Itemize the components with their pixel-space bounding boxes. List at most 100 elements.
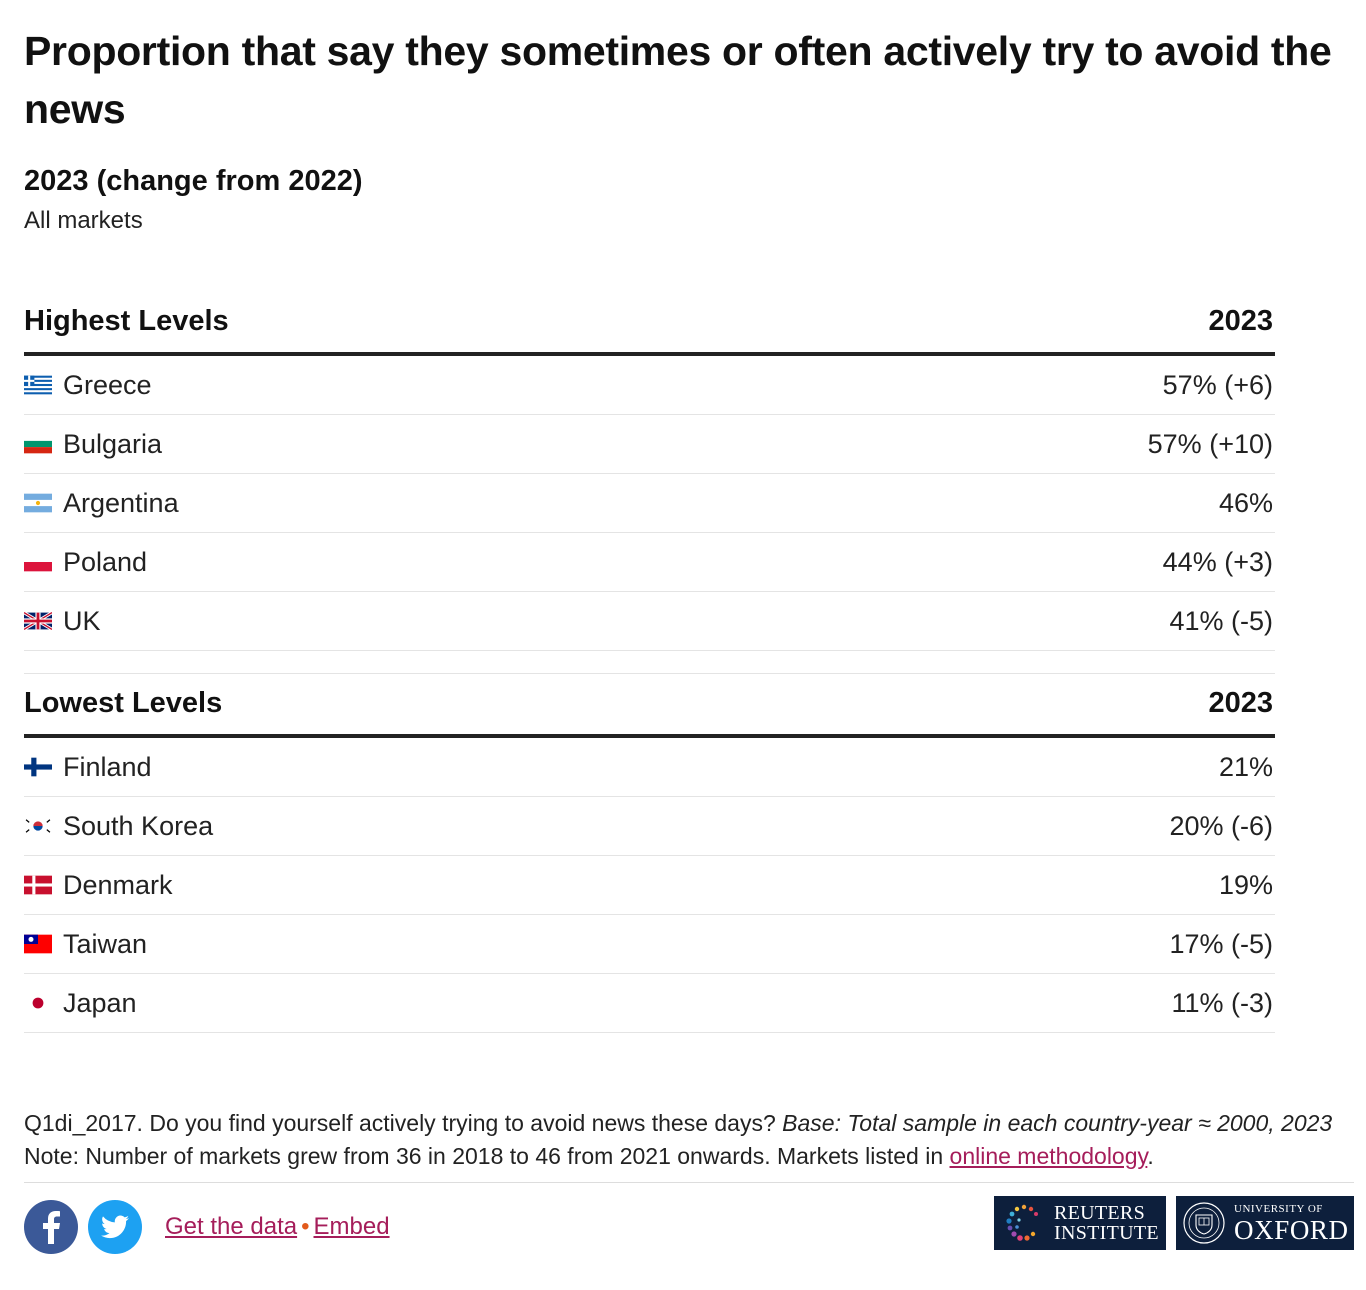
country-cell: Argentina bbox=[24, 488, 179, 519]
country-name: Greece bbox=[63, 369, 152, 400]
value-cell: 57% (+10) bbox=[1148, 429, 1275, 460]
table-row: Taiwan 17% (-5) bbox=[24, 915, 1275, 974]
country-cell: Bulgaria bbox=[24, 429, 162, 460]
country-cell: UK bbox=[24, 606, 101, 637]
table-header: Lowest Levels 2023 bbox=[24, 676, 1275, 738]
table-row: Bulgaria 57% (+10) bbox=[24, 415, 1275, 474]
percent-value: 57% bbox=[1147, 428, 1202, 459]
table-row: South Korea 20% (-6) bbox=[24, 797, 1275, 856]
section-heading: Highest Levels bbox=[24, 305, 229, 337]
market-label: All markets bbox=[24, 207, 143, 234]
table-row: Finland 21% bbox=[24, 738, 1275, 797]
denmark-flag-icon bbox=[24, 875, 52, 895]
table-row: Poland 44% (+3) bbox=[24, 533, 1275, 592]
percent-value: 57% bbox=[1162, 369, 1217, 400]
value-cell: 21% bbox=[1219, 752, 1275, 783]
country-cell: Finland bbox=[24, 752, 152, 783]
highest-levels-table: Highest Levels 2023 Greece 57% (+6) Bulgar… bbox=[24, 294, 1275, 674]
country-name: Finland bbox=[63, 751, 152, 782]
table-row: Argentina 46% bbox=[24, 474, 1275, 533]
value-cell: 17% (-5) bbox=[1169, 929, 1275, 960]
country-cell: Poland bbox=[24, 547, 147, 578]
country-cell: Denmark bbox=[24, 870, 173, 901]
oxford-crest-icon bbox=[1183, 1202, 1225, 1244]
percent-value: 17% bbox=[1169, 928, 1224, 959]
percent-value: 44% bbox=[1162, 546, 1217, 577]
base-text: Base: Total sample in each country-year … bbox=[782, 1110, 1333, 1136]
country-name: Denmark bbox=[63, 869, 173, 900]
note-end: . bbox=[1147, 1143, 1154, 1169]
question-text: Do you find yourself actively trying to … bbox=[142, 1110, 783, 1136]
oxford-university-logo[interactable]: UNIVERSITY OF OXFORD bbox=[1176, 1196, 1354, 1250]
oxford-line-2: OXFORD bbox=[1234, 1214, 1349, 1245]
reuters-institute-logo[interactable]: REUTERS INSTITUTE bbox=[994, 1196, 1166, 1250]
lowest-levels-table: Lowest Levels 2023 Finland 21% South Korea… bbox=[24, 676, 1275, 1033]
country-name: Poland bbox=[63, 546, 148, 577]
country-name: UK bbox=[63, 605, 101, 636]
section-heading: Lowest Levels bbox=[24, 687, 223, 719]
country-cell: South Korea bbox=[24, 811, 213, 842]
twitter-share-button[interactable] bbox=[88, 1200, 142, 1254]
footer-divider bbox=[24, 1182, 1354, 1183]
finland-flag-icon bbox=[24, 757, 52, 777]
reuters-line-1: REUTERS bbox=[1054, 1202, 1145, 1224]
methodology-note: Q1di_2017. Do you find yourself actively… bbox=[24, 1107, 1344, 1173]
value-cell: 57% (+6) bbox=[1163, 370, 1275, 401]
country-name: South Korea bbox=[63, 810, 214, 841]
country-name: Argentina bbox=[63, 487, 179, 518]
bulgaria-flag-icon bbox=[24, 434, 52, 454]
methodology-link[interactable]: online methodology bbox=[949, 1143, 1148, 1169]
year-header: 2023 bbox=[1208, 687, 1273, 719]
get-data-link[interactable]: Get the data bbox=[165, 1213, 298, 1240]
country-name: Japan bbox=[63, 987, 137, 1018]
south-korea-flag-icon bbox=[24, 816, 52, 836]
facebook-share-button[interactable] bbox=[24, 1200, 78, 1254]
uk-flag-icon bbox=[24, 611, 52, 631]
note-text: Note: Number of markets grew from 36 in … bbox=[24, 1143, 950, 1169]
change-value: (-3) bbox=[1231, 987, 1273, 1018]
reuters-dots-icon bbox=[1006, 1204, 1038, 1241]
value-cell: 41% (-5) bbox=[1169, 606, 1275, 637]
country-name: Taiwan bbox=[63, 928, 148, 959]
change-value: (-6) bbox=[1231, 810, 1273, 841]
value-cell: 44% (+3) bbox=[1163, 547, 1275, 578]
value-cell: 20% (-6) bbox=[1169, 811, 1275, 842]
taiwan-flag-icon bbox=[24, 934, 52, 954]
table-header: Highest Levels 2023 bbox=[24, 294, 1275, 356]
table-row: Japan 11% (-3) bbox=[24, 974, 1275, 1033]
chart-subtitle: 2023 (change from 2022) bbox=[24, 165, 363, 197]
value-cell: 46% bbox=[1219, 488, 1275, 519]
argentina-flag-icon bbox=[24, 493, 52, 513]
country-cell: Greece bbox=[24, 370, 152, 401]
facebook-icon bbox=[43, 1211, 60, 1244]
percent-value: 20% bbox=[1169, 810, 1224, 841]
question-code: Q1di_2017. bbox=[24, 1110, 143, 1136]
value-cell: 11% (-3) bbox=[1171, 988, 1275, 1019]
table-row: Greece 57% (+6) bbox=[24, 356, 1275, 415]
value-cell: 19% bbox=[1219, 870, 1275, 901]
percent-value: 19% bbox=[1218, 869, 1273, 900]
change-value: (+6) bbox=[1224, 369, 1273, 400]
country-name: Bulgaria bbox=[63, 428, 163, 459]
change-value: (+3) bbox=[1224, 546, 1273, 577]
year-header: 2023 bbox=[1208, 305, 1273, 337]
percent-value: 46% bbox=[1218, 487, 1273, 518]
table-row: UK 41% (-5) bbox=[24, 592, 1275, 651]
greece-flag-icon bbox=[24, 375, 52, 395]
oxford-line-1: UNIVERSITY OF bbox=[1234, 1202, 1323, 1215]
poland-flag-icon bbox=[24, 552, 52, 572]
percent-value: 11% bbox=[1171, 987, 1224, 1018]
reuters-line-2: INSTITUTE bbox=[1054, 1222, 1159, 1244]
change-value: (+10) bbox=[1209, 428, 1273, 459]
change-value: (-5) bbox=[1231, 928, 1273, 959]
footer: Get the data • Embed REUTERS INSTITUTE bbox=[24, 1196, 1354, 1256]
chart-title: Proportion that say they sometimes or of… bbox=[24, 28, 1332, 132]
table-row: Denmark 19% bbox=[24, 856, 1275, 915]
percent-value: 41% bbox=[1169, 605, 1224, 636]
footer-links: Get the data • Embed bbox=[165, 1212, 390, 1242]
change-value: (-5) bbox=[1231, 605, 1273, 636]
japan-flag-icon bbox=[24, 993, 52, 1013]
country-cell: Taiwan bbox=[24, 929, 147, 960]
embed-link[interactable]: Embed bbox=[313, 1213, 390, 1240]
percent-value: 21% bbox=[1218, 751, 1273, 782]
